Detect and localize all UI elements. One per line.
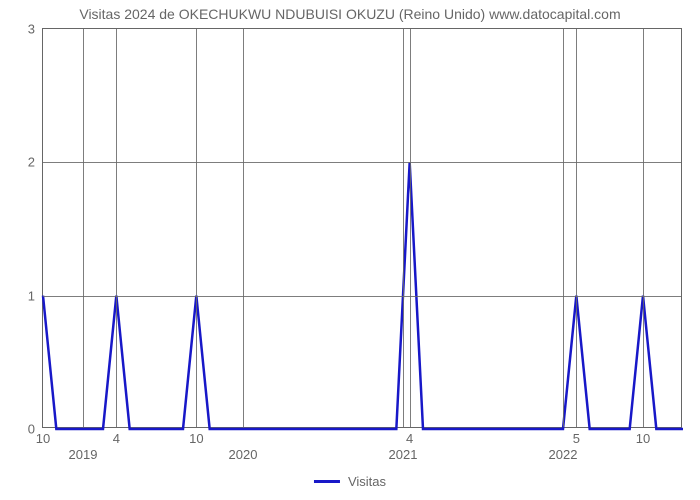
x-gridline-peak [643, 29, 644, 427]
y-tick-label: 1 [28, 288, 43, 303]
x-year-label: 2019 [69, 447, 98, 462]
visits-line-series [43, 29, 683, 429]
y-tick-label: 2 [28, 155, 43, 170]
x-peak-label: 10 [636, 431, 650, 446]
x-year-label: 2022 [549, 447, 578, 462]
y-gridline [43, 162, 681, 163]
chart-title: Visitas 2024 de OKECHUKWU NDUBUISI OKUZU… [0, 6, 700, 22]
x-peak-label: 4 [113, 431, 120, 446]
x-gridline-peak [116, 29, 117, 427]
legend: Visitas [314, 474, 386, 489]
x-peak-label: 10 [189, 431, 203, 446]
legend-label: Visitas [348, 474, 386, 489]
x-gridline-peak [576, 29, 577, 427]
x-year-label: 2021 [389, 447, 418, 462]
x-peak-label: 4 [406, 431, 413, 446]
x-gridline-peak [196, 29, 197, 427]
legend-swatch [314, 480, 340, 483]
y-gridline [43, 296, 681, 297]
plot-area: 01232019202020212022104104510 [42, 28, 682, 428]
x-year-label: 2020 [229, 447, 258, 462]
x-gridline-year [403, 29, 404, 427]
x-gridline-year [243, 29, 244, 427]
y-tick-label: 3 [28, 22, 43, 37]
x-gridline-year [83, 29, 84, 427]
x-peak-label: 10 [36, 431, 50, 446]
x-gridline-peak [410, 29, 411, 427]
chart-container: Visitas 2024 de OKECHUKWU NDUBUISI OKUZU… [0, 0, 700, 500]
x-gridline-year [563, 29, 564, 427]
x-peak-label: 5 [573, 431, 580, 446]
